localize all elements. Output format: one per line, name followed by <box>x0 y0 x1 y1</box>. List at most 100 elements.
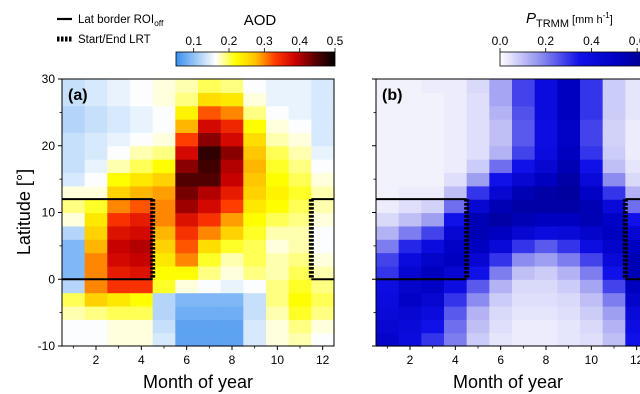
x-tick-label: 4 <box>138 353 145 367</box>
heatmap-cell <box>421 92 445 107</box>
heatmap-cell <box>421 279 445 294</box>
heatmap-cell <box>466 92 490 107</box>
heatmap-cell <box>398 212 422 227</box>
colorbar-a-title: AOD <box>244 12 277 29</box>
heatmap-cell <box>376 239 400 254</box>
heatmap-cell <box>107 212 131 227</box>
heatmap-cell <box>266 212 290 227</box>
heatmap-cell <box>152 132 176 147</box>
legend-dash-label: Start/End LRT <box>78 34 151 46</box>
heatmap-cell <box>398 185 422 200</box>
heatmap-cell <box>84 132 108 147</box>
heatmap-cell <box>466 332 490 347</box>
heatmap-cell <box>489 225 513 240</box>
heatmap-cell <box>243 252 267 267</box>
heatmap-cell <box>288 225 312 240</box>
heatmap-cell <box>107 305 131 320</box>
heatmap-cell <box>534 119 558 133</box>
overlay-a <box>62 198 334 281</box>
heatmap-cell <box>557 172 581 187</box>
heatmap-cell <box>466 265 490 280</box>
colorbar-a-ticks: 0.1 0.2 0.3 0.4 0.5 <box>185 34 344 52</box>
heatmap-cell <box>62 239 86 254</box>
heatmap-cell <box>84 212 108 227</box>
colorbar-tick-label: 0.2 <box>221 34 238 48</box>
heatmap-cell <box>421 172 445 187</box>
heatmap-cell <box>398 119 422 133</box>
heatmap-cell <box>266 105 290 120</box>
heatmap-cell <box>107 239 131 254</box>
heatmap-cell <box>220 132 244 147</box>
heatmap-cell <box>512 172 536 187</box>
heatmap-cell <box>602 292 626 307</box>
heatmap-cell <box>266 92 290 107</box>
heatmap-cell <box>602 225 626 240</box>
heatmap-cell <box>130 212 154 227</box>
colorbar-a <box>175 51 336 67</box>
heatmap-cell <box>512 145 536 160</box>
heatmap-cell <box>311 332 335 347</box>
colorbar-b <box>499 51 640 67</box>
heatmap-cell <box>198 145 222 160</box>
x-tick-label: 10 <box>271 353 285 367</box>
heatmap-a <box>62 79 335 347</box>
heatmap-cell <box>266 132 290 147</box>
heatmap-cell <box>512 132 536 147</box>
heatmap-cell <box>220 92 244 107</box>
heatmap-cell <box>557 292 581 307</box>
heatmap-cell <box>625 145 640 160</box>
heatmap-cell <box>288 92 312 107</box>
heatmap-cell <box>512 252 536 267</box>
heatmap-cell <box>376 159 400 174</box>
heatmap-cell <box>512 292 536 307</box>
heatmap-cell <box>602 332 626 347</box>
heatmap-cell <box>130 252 154 267</box>
heatmap-cell <box>152 332 176 347</box>
heatmap-cell <box>376 145 400 160</box>
heatmap-cell <box>444 145 468 160</box>
heatmap-cell <box>84 252 108 267</box>
heatmap-cell <box>376 79 400 93</box>
heatmap-cell <box>489 105 513 120</box>
heatmap-cell <box>444 79 468 93</box>
heatmap-cell <box>444 225 468 240</box>
heatmap-cell <box>243 239 267 254</box>
heatmap-cell <box>557 119 581 133</box>
heatmap-cell <box>198 292 222 307</box>
colorbar-tick-label: 0.5 <box>327 34 344 48</box>
colorbar-tick-label: 0.1 <box>185 34 202 48</box>
heatmap-cell <box>444 159 468 174</box>
heatmap-cell <box>311 132 335 147</box>
heatmap-cell <box>376 105 400 120</box>
heatmap-cell <box>152 119 176 133</box>
heatmap-cell <box>489 185 513 200</box>
colorbar-tick-label: 0.0 <box>492 34 509 48</box>
heatmap-cell <box>580 332 604 347</box>
heatmap-cell <box>130 225 154 240</box>
heatmap-cell <box>602 212 626 227</box>
heatmap-cell <box>311 292 335 307</box>
heatmap-cell <box>512 92 536 107</box>
heatmap-cell <box>62 279 86 294</box>
heatmap-cell <box>376 252 400 267</box>
x-tick-label: 4 <box>452 353 459 367</box>
heatmap-cell <box>243 105 267 120</box>
heatmap-cell <box>107 79 131 93</box>
heatmap-cell <box>311 105 335 120</box>
heatmap-cell <box>602 92 626 107</box>
heatmap-cell <box>489 332 513 347</box>
heatmap-cell <box>421 332 445 347</box>
heatmap-cell <box>534 279 558 294</box>
heatmap-cell <box>175 252 199 267</box>
heatmap-cell <box>107 265 131 280</box>
y-tick-label: 20 <box>42 139 56 153</box>
heatmap-cell <box>288 279 312 294</box>
heatmap-cell <box>421 239 445 254</box>
heatmap-cell <box>62 105 86 120</box>
heatmap-cell <box>625 119 640 133</box>
heatmap-cell <box>557 305 581 320</box>
heatmap-cell <box>311 79 335 93</box>
heatmap-cell <box>398 132 422 147</box>
heatmap-cell <box>243 265 267 280</box>
